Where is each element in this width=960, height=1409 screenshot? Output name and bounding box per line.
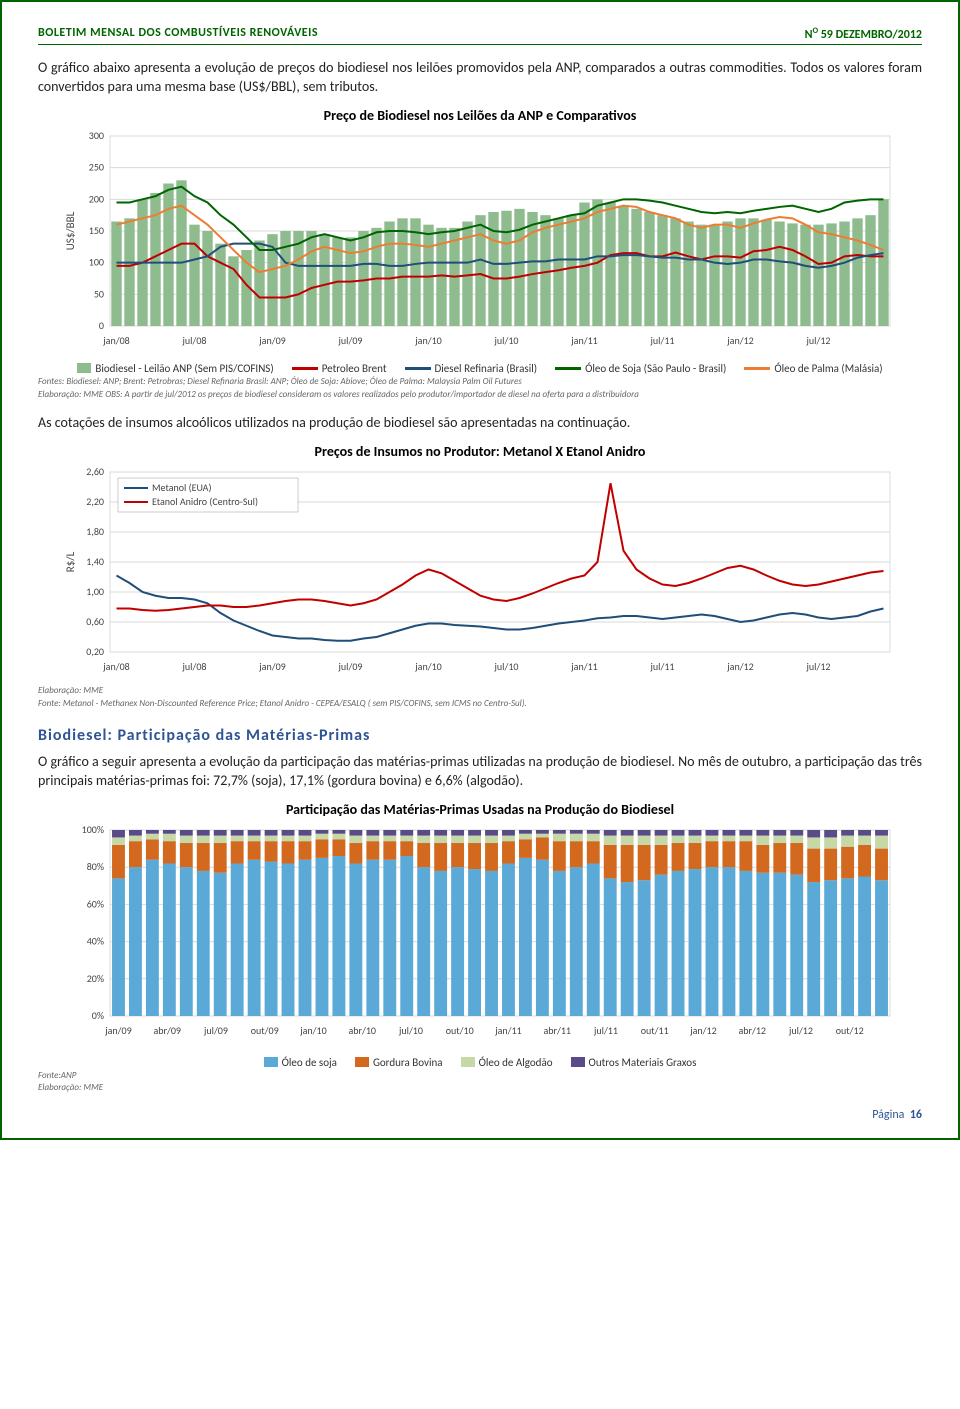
svg-text:US$/BBL: US$/BBL: [64, 211, 77, 250]
svg-text:80%: 80%: [87, 860, 104, 873]
svg-text:jul/12: jul/12: [806, 660, 831, 673]
section-title: Biodiesel: Participação das Matérias-Pri…: [38, 726, 922, 745]
svg-text:jan/11: jan/11: [570, 660, 597, 673]
chart2-note1: Elaboração: MME: [38, 686, 922, 697]
svg-text:1,80: 1,80: [86, 525, 104, 538]
svg-text:150: 150: [89, 224, 104, 237]
svg-text:jan/12: jan/12: [689, 1024, 716, 1037]
svg-text:jan/08: jan/08: [102, 334, 129, 347]
chart-materias-primas: Participação das Matérias-Primas Usadas …: [38, 801, 922, 1095]
svg-text:0,20: 0,20: [86, 645, 104, 658]
svg-text:jul/12: jul/12: [788, 1024, 813, 1037]
svg-text:jan/11: jan/11: [570, 334, 597, 347]
chart3-note1: Fonte:ANP: [38, 1071, 922, 1082]
chart1-title: Preço de Biodiesel nos Leilões da ANP e …: [38, 107, 922, 124]
svg-text:jan/10: jan/10: [414, 334, 441, 347]
svg-text:2,20: 2,20: [86, 495, 104, 508]
legend-item: Petroleo Brent: [292, 362, 387, 375]
svg-text:out/12: out/12: [836, 1024, 864, 1037]
legend-item: Diesel Refinaria (Brasil): [405, 362, 538, 375]
svg-text:jan/09: jan/09: [258, 334, 285, 347]
chart3-svg: 0% 20% 40% 60% 80% 100% jan/09 abr/09 jul/09 out/…: [60, 822, 900, 1052]
svg-text:0: 0: [99, 319, 104, 332]
paragraph-2: As cotações de insumos alcoólicos utiliz…: [38, 414, 922, 433]
svg-text:abr/11: abr/11: [543, 1024, 571, 1037]
legend-item: Óleo de soja: [264, 1056, 337, 1069]
legend-item: Óleo de Algodão: [461, 1056, 553, 1069]
svg-text:jul/08: jul/08: [182, 334, 207, 347]
chart3-legend: Óleo de soja Gordura Bovina Óleo de Algodã…: [38, 1056, 922, 1069]
svg-text:jul/11: jul/11: [650, 660, 675, 673]
svg-text:250: 250: [89, 160, 104, 173]
svg-text:jul/11: jul/11: [650, 334, 675, 347]
svg-text:1,00: 1,00: [86, 585, 104, 598]
svg-text:jan/10: jan/10: [414, 660, 441, 673]
svg-text:jan/09: jan/09: [104, 1024, 131, 1037]
svg-text:out/10: out/10: [446, 1024, 474, 1037]
svg-text:0,60: 0,60: [86, 615, 104, 628]
footer-page-num: 16: [910, 1108, 922, 1122]
svg-text:jul/10: jul/10: [494, 334, 519, 347]
svg-text:jan/12: jan/12: [726, 660, 753, 673]
svg-text:jan/10: jan/10: [299, 1024, 326, 1037]
svg-text:Etanol Anidro (Centro-Sul): Etanol Anidro (Centro-Sul): [152, 495, 258, 508]
svg-text:jul/09: jul/09: [338, 334, 363, 347]
chart1-legend: Biodiesel - Leilão ANP (Sem PIS/COFINS) P…: [38, 362, 922, 375]
svg-text:jan/12: jan/12: [726, 334, 753, 347]
svg-text:abr/12: abr/12: [738, 1024, 766, 1037]
chart3-title: Participação das Matérias-Primas Usadas …: [38, 801, 922, 818]
svg-text:60%: 60%: [87, 897, 104, 910]
svg-text:300: 300: [89, 129, 104, 142]
chart1-note1: Fontes: Biodiesel: ANP; Brent: Petrobras…: [38, 377, 922, 388]
header-left: BOLETIM MENSAL DOS COMBUSTÍVEIS RENOVÁVE…: [38, 26, 318, 42]
legend-item: Gordura Bovina: [355, 1056, 443, 1069]
svg-text:100: 100: [89, 255, 104, 268]
svg-text:Metanol (EUA): Metanol (EUA): [152, 481, 212, 494]
svg-text:abr/09: abr/09: [153, 1024, 181, 1037]
svg-text:R$/L: R$/L: [64, 552, 77, 573]
legend-item: Biodiesel - Leilão ANP (Sem PIS/COFINS): [77, 362, 273, 375]
svg-text:jan/09: jan/09: [258, 660, 285, 673]
chart1-note2: Elaboração: MME OBS: A partir de jul/201…: [38, 390, 922, 401]
chart-biodiesel-prices: Preço de Biodiesel nos Leilões da ANP e …: [38, 107, 922, 401]
svg-text:jul/11: jul/11: [593, 1024, 618, 1037]
header-right: NO 59 DEZEMBRO/2012: [805, 26, 922, 42]
svg-text:2,60: 2,60: [86, 465, 104, 478]
footer-label: Página: [872, 1108, 904, 1122]
svg-text:jul/10: jul/10: [494, 660, 519, 673]
svg-text:abr/10: abr/10: [348, 1024, 376, 1037]
svg-text:0%: 0%: [92, 1009, 104, 1022]
paragraph-1: O gráfico abaixo apresenta a evolução de…: [38, 59, 922, 97]
svg-text:jul/09: jul/09: [338, 660, 363, 673]
page-footer: Página 16: [38, 1108, 922, 1122]
svg-text:1,40: 1,40: [86, 555, 104, 568]
chart3-note2: Elaboração: MME: [38, 1083, 922, 1094]
svg-text:jul/09: jul/09: [203, 1024, 228, 1037]
legend-item: Outros Materiais Graxos: [571, 1056, 697, 1069]
svg-text:50: 50: [94, 287, 104, 300]
paragraph-3: O gráfico a seguir apresenta a evolução …: [38, 753, 922, 791]
svg-text:jul/12: jul/12: [806, 334, 831, 347]
chart2-title: Preços de Insumos no Produtor: Metanol X…: [38, 443, 922, 460]
legend-item: Óleo de Soja (São Paulo - Brasil): [555, 362, 726, 375]
svg-text:out/09: out/09: [251, 1024, 279, 1037]
legend-item: Óleo de Palma (Malásia): [744, 362, 882, 375]
svg-text:100%: 100%: [82, 823, 104, 836]
chart2-svg: 0,20 0,60 1,00 1,40 1,80 2,20 2,60 R$/L jan/08 ju…: [60, 464, 900, 684]
chart2-note2: Fonte: Metanol - Methanex Non-Discounted…: [38, 699, 922, 710]
svg-text:jul/10: jul/10: [398, 1024, 423, 1037]
svg-text:jan/11: jan/11: [494, 1024, 521, 1037]
svg-text:out/11: out/11: [641, 1024, 669, 1037]
page-header: BOLETIM MENSAL DOS COMBUSTÍVEIS RENOVÁVE…: [38, 26, 922, 45]
svg-text:jul/08: jul/08: [182, 660, 207, 673]
svg-text:40%: 40%: [87, 934, 104, 947]
svg-text:20%: 20%: [87, 971, 104, 984]
svg-text:jan/08: jan/08: [102, 660, 129, 673]
chart1-svg: 0 50 100 150 200 250 300 US$/BBL jan/08 jul/08 jan…: [60, 128, 900, 358]
svg-text:200: 200: [89, 192, 104, 205]
chart-insumos-prices: Preços de Insumos no Produtor: Metanol X…: [38, 443, 922, 710]
